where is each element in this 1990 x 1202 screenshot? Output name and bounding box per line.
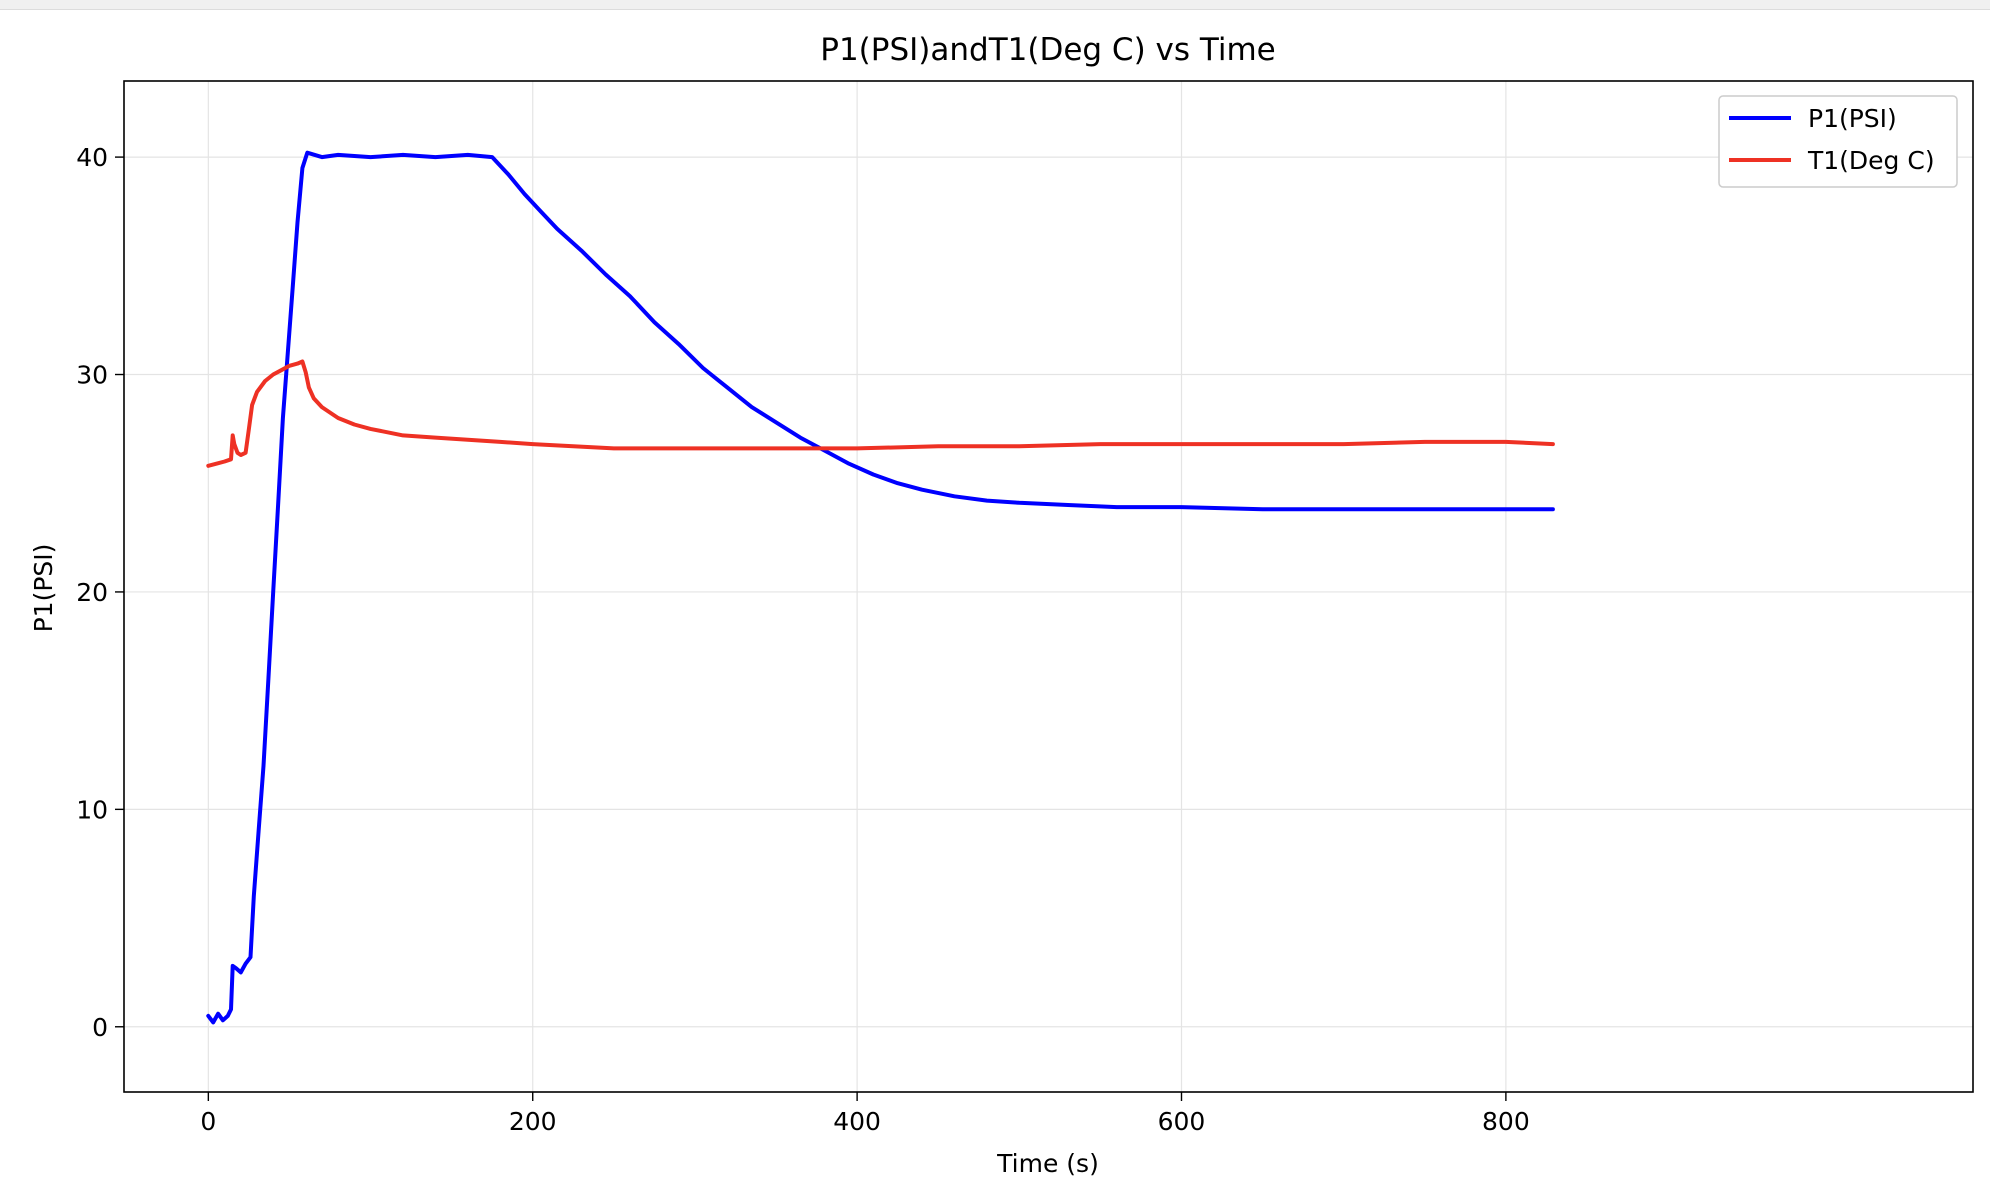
y-tick-label: 40 — [76, 143, 108, 172]
y-axis: 0 10 20 30 40 — [76, 143, 124, 1042]
x-axis: 0 200 400 600 800 — [200, 1092, 1530, 1136]
y-tick-label: 20 — [76, 578, 108, 607]
plot-frame — [123, 80, 1974, 1093]
x-tick-label: 600 — [1158, 1107, 1206, 1136]
chart-title: P1(PSI)andT1(Deg C) vs Time — [820, 32, 1275, 68]
x-axis-label: Time (s) — [996, 1149, 1099, 1178]
x-tick-label: 400 — [833, 1107, 881, 1136]
x-tick-label: 800 — [1482, 1107, 1530, 1136]
x-tick-label: 200 — [509, 1107, 557, 1136]
y-axis-label: P1(PSI) — [29, 544, 58, 633]
grid — [124, 81, 1973, 1092]
series-layer — [206, 150, 1555, 1025]
legend: P1(PSI) T1(Deg C) — [1718, 95, 1958, 188]
y-tick-label: 0 — [92, 1013, 108, 1042]
legend-label-t1: T1(Deg C) — [1807, 146, 1935, 175]
legend-label-p1: P1(PSI) — [1808, 104, 1897, 133]
window-top-strip — [0, 0, 1990, 10]
y-tick-label: 10 — [76, 795, 108, 824]
y-tick-label: 30 — [76, 361, 108, 390]
x-tick-label: 0 — [200, 1107, 216, 1136]
series-line-0 — [206, 150, 1555, 1025]
series-line-1 — [206, 359, 1555, 468]
